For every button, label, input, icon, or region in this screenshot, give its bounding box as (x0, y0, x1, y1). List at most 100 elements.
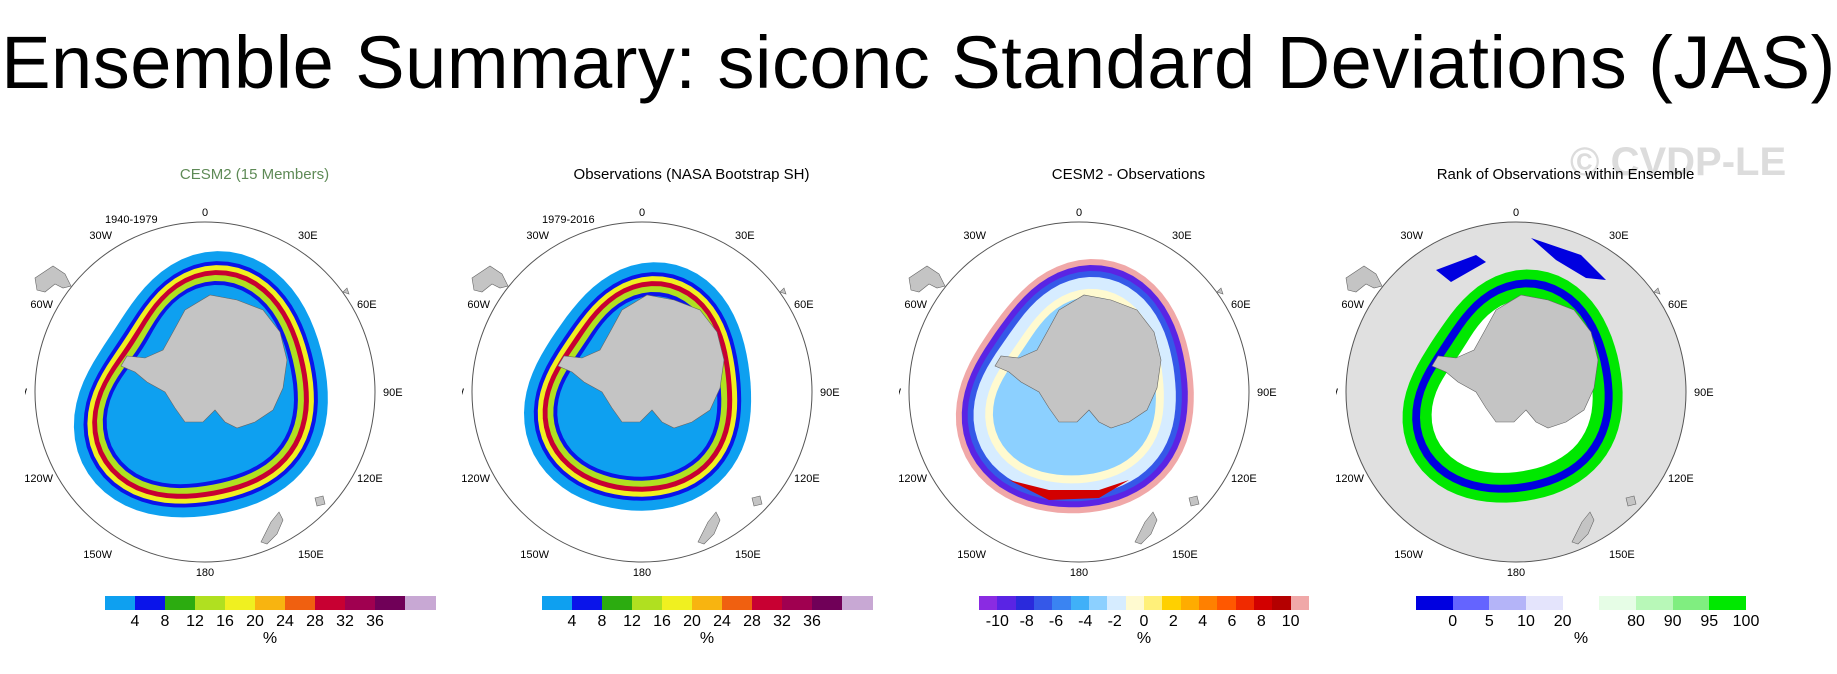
colorbar-tick-label: 0 (1139, 613, 1149, 630)
colorbar-swatch (1290, 596, 1310, 610)
longitude-label: 150W (1394, 549, 1423, 561)
colorbar-tick-label: 32 (336, 613, 354, 630)
colorbar-tick-label: 8 (597, 613, 607, 630)
longitude-label: 60E (1231, 299, 1251, 311)
colorbar-swatch (1489, 596, 1527, 610)
colorbar-swatch (1599, 596, 1637, 610)
colorbar-swatch (997, 596, 1017, 610)
polar-map: 0 30E 60E 90E 120E 150E 180 150W 120W 90W 60W 30W (25, 207, 403, 579)
colorbar: 4 8 12 16 20 24 28 32 36% (542, 596, 873, 656)
colorbar-tick-label: 4 (567, 613, 577, 630)
new-zealand-landmass (697, 511, 721, 545)
colorbar-tick-label: 20 (246, 613, 264, 630)
longitude-label: 90E (1694, 387, 1714, 399)
colorbar-unit-label: % (1136, 630, 1152, 647)
longitude-label: 180 (1070, 567, 1088, 579)
colorbar-tick-label: 10 (1281, 613, 1300, 630)
south-america-landmass (471, 265, 509, 293)
longitude-label: 60E (794, 299, 814, 311)
panel-difference: CESM2 - Observations 0 30E 60E 90E 120E 150E 1… (899, 160, 1358, 660)
sea-ice-band (1531, 238, 1606, 280)
colorbar-tick-label: 12 (186, 613, 204, 630)
panel-title: CESM2 (15 Members) (179, 166, 330, 183)
colorbar-swatch (1107, 596, 1127, 610)
longitude-label: 60W (467, 299, 490, 311)
longitude-label: 60E (1668, 299, 1688, 311)
longitude-label: 120E (357, 473, 383, 485)
longitude-label: 60W (904, 299, 927, 311)
colorbar-swatch (225, 596, 256, 610)
polar-map: 0 30E 60E 90E 120E 150E 180 150W 120W 90W 60W 30W (1336, 207, 1714, 579)
colorbar-tick-label: 100 (1732, 613, 1760, 630)
island-landmass (751, 495, 763, 507)
island-landmass (779, 287, 787, 295)
longitude-label: 90W (25, 387, 28, 399)
colorbar-swatch (315, 596, 346, 610)
south-america-landmass (34, 265, 72, 293)
new-zealand-landmass (1571, 511, 1595, 545)
longitude-label: 90W (899, 387, 902, 399)
antarctica-landmass (120, 294, 288, 429)
longitude-label: 60E (357, 299, 377, 311)
colorbar-swatch (165, 596, 196, 610)
colorbar-swatch (285, 596, 316, 610)
colorbar-swatch (1709, 596, 1747, 610)
island-landmass (1653, 287, 1661, 295)
antarctica-landmass (557, 294, 725, 429)
longitude-label: 180 (196, 567, 214, 579)
island-landmass (314, 495, 326, 507)
colorbar-tick-label: 28 (743, 613, 761, 630)
longitude-label: 90W (462, 387, 465, 399)
longitude-label: 30W (1400, 230, 1423, 242)
colorbar-swatch (632, 596, 663, 610)
colorbar-swatch (782, 596, 813, 610)
colorbar-swatch (662, 596, 693, 610)
colorbar-swatch (375, 596, 406, 610)
colorbar-swatch (1526, 596, 1564, 610)
colorbar-swatch (979, 596, 998, 610)
colorbar-swatch (345, 596, 376, 610)
panel-rank: Rank of Observations within Ensemble 0 30… (1336, 160, 1795, 660)
colorbar-swatch (722, 596, 753, 610)
colorbar-tick-label: 28 (306, 613, 324, 630)
colorbar-tick-label: 24 (713, 613, 731, 630)
south-america-landmass (1345, 265, 1383, 293)
colorbar-swatch (1015, 596, 1035, 610)
longitude-label: 120E (794, 473, 820, 485)
colorbar-tick-label: 6 (1227, 613, 1237, 630)
longitude-label: 180 (1507, 567, 1525, 579)
longitude-label: 30W (526, 230, 549, 242)
longitude-label: 90E (383, 387, 403, 399)
longitude-label: 60W (30, 299, 53, 311)
period-label: 1940-1979 (105, 214, 158, 226)
colorbar-tick-label: -2 (1107, 613, 1122, 630)
longitude-label: 150W (520, 549, 549, 561)
colorbar-tick-label: -4 (1078, 613, 1093, 630)
longitude-label: 120W (462, 473, 491, 485)
colorbar-tick-label: 95 (1700, 613, 1719, 630)
period-label: 1979-2016 (542, 214, 595, 226)
watermark: © CVDP-LE (1570, 140, 1787, 184)
colorbar-swatch (1144, 596, 1163, 610)
longitude-label: 120W (25, 473, 54, 485)
colorbar-tick-label: 32 (773, 613, 791, 630)
colorbar-swatch (572, 596, 603, 610)
colorbar-tick-label: 20 (1553, 613, 1572, 630)
longitude-label: 30E (298, 230, 318, 242)
colorbar-swatch (1416, 596, 1454, 610)
longitude-label: 90E (820, 387, 840, 399)
antarctica-landmass (1431, 294, 1599, 429)
longitude-label: 150E (298, 549, 324, 561)
colorbar-swatch (1070, 596, 1090, 610)
colorbar-unit-label: % (262, 630, 278, 647)
colorbar-swatch (1235, 596, 1255, 610)
colorbar-swatch (135, 596, 166, 610)
island-landmass (1216, 287, 1224, 295)
new-zealand-landmass (260, 511, 284, 545)
colorbar-tick-label: 80 (1627, 613, 1645, 630)
colorbar-swatch (1034, 596, 1053, 610)
colorbar-swatch (1672, 596, 1710, 610)
colorbar-swatch (195, 596, 226, 610)
antarctica-landmass (994, 294, 1162, 429)
colorbar-tick-label: 36 (366, 613, 384, 630)
